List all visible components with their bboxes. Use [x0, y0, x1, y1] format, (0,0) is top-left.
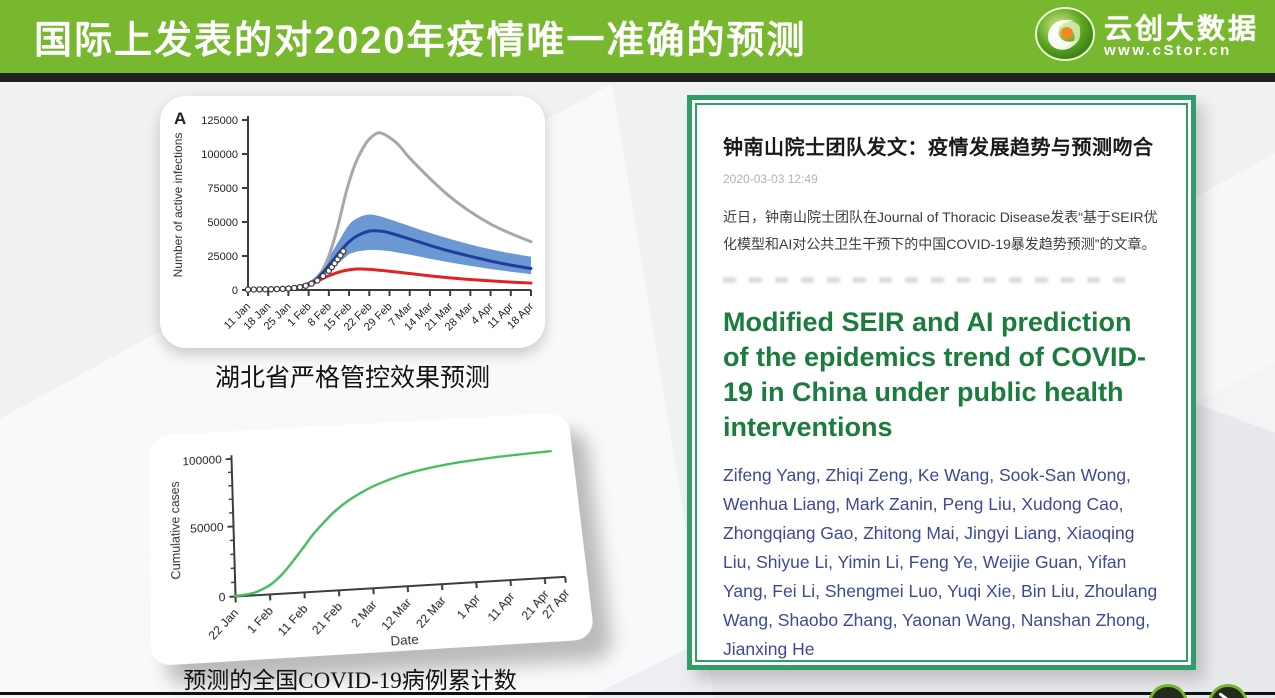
- blurred-text-line: [723, 276, 1126, 283]
- header-bar: 国际上发表的对2020年疫情唯一准确的预测: [0, 0, 1275, 73]
- svg-text:22 Mar: 22 Mar: [414, 594, 449, 631]
- prev-slide-button[interactable]: [1148, 684, 1188, 698]
- svg-text:A: A: [174, 109, 186, 128]
- cumulative-chart-card: 0 50000 100000 22 Jan 1 Feb 11 Feb 21 Feb 2 Mar…: [148, 412, 595, 667]
- next-arrow-icon: [1218, 692, 1240, 698]
- svg-text:25000: 25000: [207, 251, 238, 263]
- cumulative-chart-caption: 预测的全国COVID-19病例累计数: [183, 668, 517, 693]
- svg-text:50000: 50000: [207, 217, 238, 229]
- svg-text:100000: 100000: [182, 454, 222, 469]
- svg-text:125000: 125000: [201, 115, 238, 127]
- header-divider: [0, 73, 1275, 82]
- article-timestamp: 2020-03-03 12:49: [723, 172, 818, 186]
- svg-text:Date: Date: [390, 632, 419, 648]
- swirl-globe-icon: [1034, 3, 1096, 70]
- paper-title: Modified SEIR and AI prediction of the e…: [723, 306, 1147, 442]
- article-panel: 钟南山院士团队发文：疫情发展趋势与预测吻合 2020-03-03 12:49 近…: [687, 95, 1196, 670]
- svg-text:22 Jan: 22 Jan: [206, 606, 241, 642]
- slide-title: 国际上发表的对2020年疫情唯一准确的预测: [34, 20, 807, 62]
- article-title: 钟南山院士团队发文：疫情发展趋势与预测吻合: [723, 137, 1154, 159]
- svg-text:Number of active infections: Number of active infections: [171, 133, 185, 278]
- svg-text:11 Feb: 11 Feb: [275, 602, 310, 638]
- svg-text:50000: 50000: [190, 521, 224, 536]
- svg-text:1 Apr: 1 Apr: [454, 592, 483, 622]
- svg-text:21 Feb: 21 Feb: [309, 600, 345, 637]
- svg-text:1 Feb: 1 Feb: [245, 604, 276, 636]
- svg-text:75000: 75000: [207, 183, 238, 195]
- article-content: 钟南山院士团队发文：疫情发展趋势与预测吻合 2020-03-03 12:49 近…: [695, 103, 1188, 662]
- company-logo: 云创大数据 www.cStor.cn: [1034, 3, 1259, 70]
- svg-text:2 Mar: 2 Mar: [349, 598, 380, 630]
- next-slide-button[interactable]: [1208, 684, 1248, 698]
- logo-brand-text: 云创大数据: [1103, 12, 1259, 44]
- paper-author-list: Zifeng Yang, Zhiqi Zeng, Ke Wang, Sook-S…: [723, 464, 1158, 659]
- svg-text:0: 0: [232, 285, 238, 297]
- article-intro-paragraph: 近日，钟南山院士团队在Journal of Thoracic Disease发表…: [723, 209, 1158, 253]
- svg-text:0: 0: [218, 591, 225, 605]
- svg-text:11 Apr: 11 Apr: [485, 590, 518, 624]
- svg-text:100000: 100000: [201, 149, 238, 161]
- svg-text:Cumulative cases: Cumulative cases: [168, 481, 184, 580]
- hubei-chart-caption: 湖北省严格管控效果预测: [214, 365, 490, 392]
- slide-bottom-rule: [0, 692, 1275, 695]
- hubei-chart-card: 0 25000 50000 75000 100000 125000 11 Jan 18 Jan…: [160, 96, 545, 348]
- svg-text:12 Mar: 12 Mar: [379, 596, 414, 633]
- logo-domain-text: www.cStor.cn: [1103, 42, 1232, 60]
